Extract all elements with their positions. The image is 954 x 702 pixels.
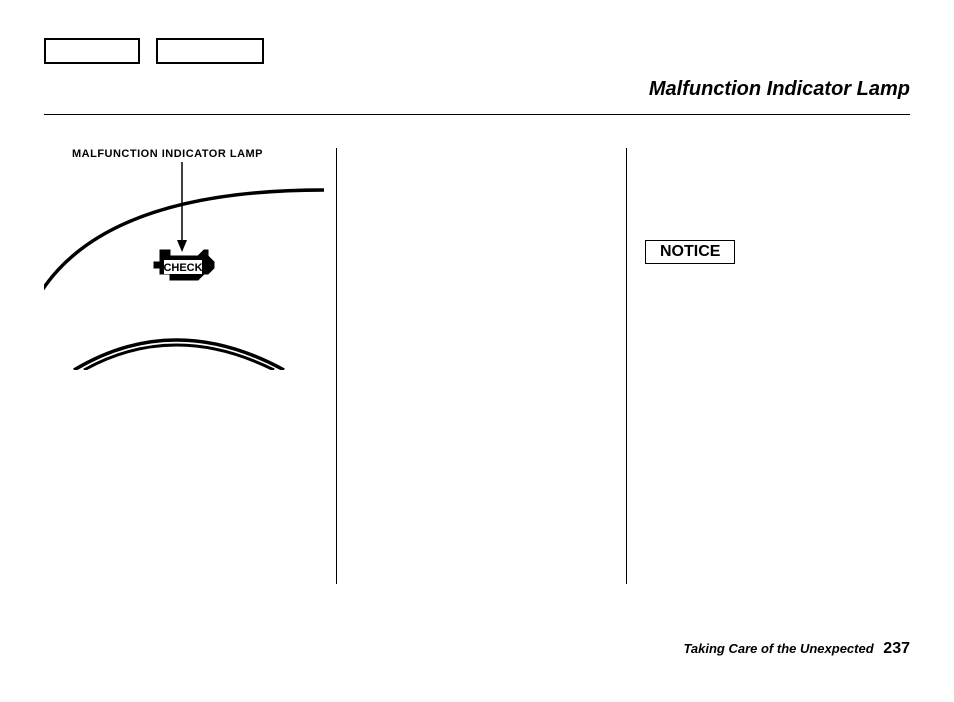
column-divider-1: [336, 148, 337, 584]
header-divider: [44, 114, 910, 115]
svg-text:CHECK: CHECK: [163, 262, 202, 274]
navigation-boxes: [44, 38, 264, 64]
footer-section-name: Taking Care of the Unexpected: [683, 641, 873, 656]
dashboard-diagram: CHECK: [44, 160, 326, 370]
check-engine-icon: CHECK: [154, 250, 214, 280]
notice-box: NOTICE: [645, 240, 735, 264]
diagram-label: MALFUNCTION INDICATOR LAMP: [72, 148, 326, 160]
nav-box-2[interactable]: [156, 38, 264, 64]
page-number: 237: [883, 640, 910, 657]
column-divider-2: [626, 148, 627, 584]
diagram-container: MALFUNCTION INDICATOR LAMP CHECK: [44, 148, 326, 378]
page-footer: Taking Care of the Unexpected 237: [683, 640, 910, 658]
nav-box-1[interactable]: [44, 38, 140, 64]
page-title: Malfunction Indicator Lamp: [649, 78, 910, 101]
